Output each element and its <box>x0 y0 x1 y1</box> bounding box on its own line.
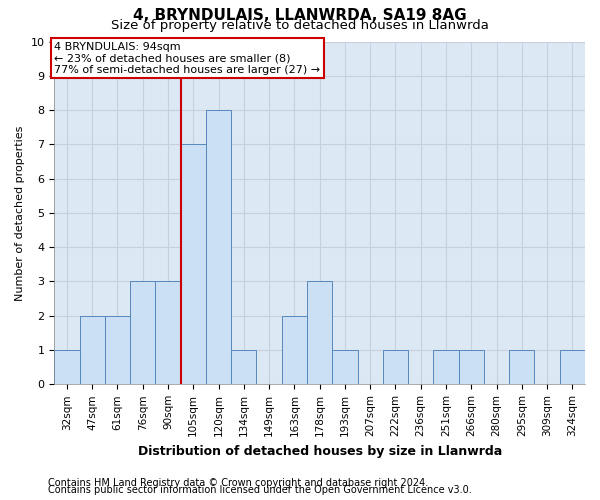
Bar <box>231 350 256 384</box>
Bar <box>206 110 231 384</box>
X-axis label: Distribution of detached houses by size in Llanwrda: Distribution of detached houses by size … <box>137 444 502 458</box>
Bar <box>155 282 181 385</box>
Bar <box>130 282 155 385</box>
Text: 4, BRYNDULAIS, LLANWRDA, SA19 8AG: 4, BRYNDULAIS, LLANWRDA, SA19 8AG <box>133 8 467 22</box>
Bar <box>433 350 458 384</box>
Bar <box>282 316 307 384</box>
Bar <box>383 350 408 384</box>
Bar <box>181 144 206 384</box>
Text: Contains public sector information licensed under the Open Government Licence v3: Contains public sector information licen… <box>48 485 472 495</box>
Bar <box>332 350 358 384</box>
Bar <box>560 350 585 384</box>
Y-axis label: Number of detached properties: Number of detached properties <box>15 125 25 300</box>
Bar <box>105 316 130 384</box>
Bar <box>458 350 484 384</box>
Bar <box>509 350 535 384</box>
Bar <box>80 316 105 384</box>
Text: 4 BRYNDULAIS: 94sqm
← 23% of detached houses are smaller (8)
77% of semi-detache: 4 BRYNDULAIS: 94sqm ← 23% of detached ho… <box>54 42 320 74</box>
Bar <box>54 350 80 384</box>
Text: Contains HM Land Registry data © Crown copyright and database right 2024.: Contains HM Land Registry data © Crown c… <box>48 478 428 488</box>
Bar <box>307 282 332 385</box>
Text: Size of property relative to detached houses in Llanwrda: Size of property relative to detached ho… <box>111 19 489 32</box>
